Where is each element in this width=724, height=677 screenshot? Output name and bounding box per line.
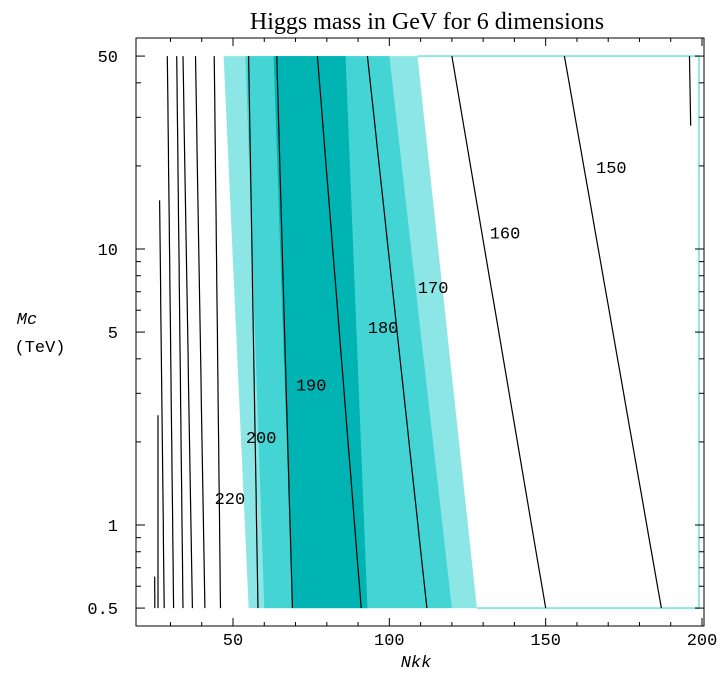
x-tick-label-150: 150 xyxy=(530,632,561,651)
contour-label-170: 170 xyxy=(418,280,449,299)
y-tick-label-50: 50 xyxy=(98,49,118,68)
contour-line-unlabeled-4 xyxy=(176,56,184,609)
y-tick-label-0.5: 0.5 xyxy=(87,601,118,620)
axis-ticks: 50 100 150 200 0.5 1 5 10 50 xyxy=(87,38,717,651)
x-tick-label-100: 100 xyxy=(374,632,405,651)
y-tick-label-5: 5 xyxy=(108,325,118,344)
contour-label-180: 180 xyxy=(368,320,399,339)
contour-line-unlabeled-5 xyxy=(182,56,193,609)
x-tick-label-200: 200 xyxy=(687,632,718,651)
contour-label-160: 160 xyxy=(490,226,521,245)
band-inner xyxy=(273,56,368,609)
contour-line-200 xyxy=(248,56,259,609)
contour-label-150: 150 xyxy=(596,160,627,179)
chart-title: Higgs mass in GeV for 6 dimensions xyxy=(250,9,604,35)
y-axis-label: Mc xyxy=(17,311,37,330)
contour-line-unlabeled-7 xyxy=(688,56,692,126)
plot-area: 220 200 190 180 170 160 150 xyxy=(154,55,700,610)
y-axis-unit: (TeV) xyxy=(14,339,65,358)
contour-line-220 xyxy=(213,56,222,609)
contour-line-unlabeled-6 xyxy=(194,56,206,609)
contour-line-150 xyxy=(563,55,662,609)
contour-line-170 xyxy=(366,56,428,609)
x-axis-label: Nkk xyxy=(401,654,432,673)
contour-line-180 xyxy=(316,56,362,609)
contour-line-160 xyxy=(451,55,547,609)
x-tick-label-50: 50 xyxy=(223,632,243,651)
contour-line-unlabeled-2 xyxy=(159,200,165,609)
contour-line-unlabeled-3 xyxy=(166,56,175,609)
contour-label-190: 190 xyxy=(296,377,327,396)
y-tick-label-1: 1 xyxy=(108,518,118,537)
contour-line-190 xyxy=(276,56,293,609)
contour-label-220: 220 xyxy=(215,491,246,510)
contour-label-200: 200 xyxy=(246,430,277,449)
y-tick-label-10: 10 xyxy=(98,242,118,261)
